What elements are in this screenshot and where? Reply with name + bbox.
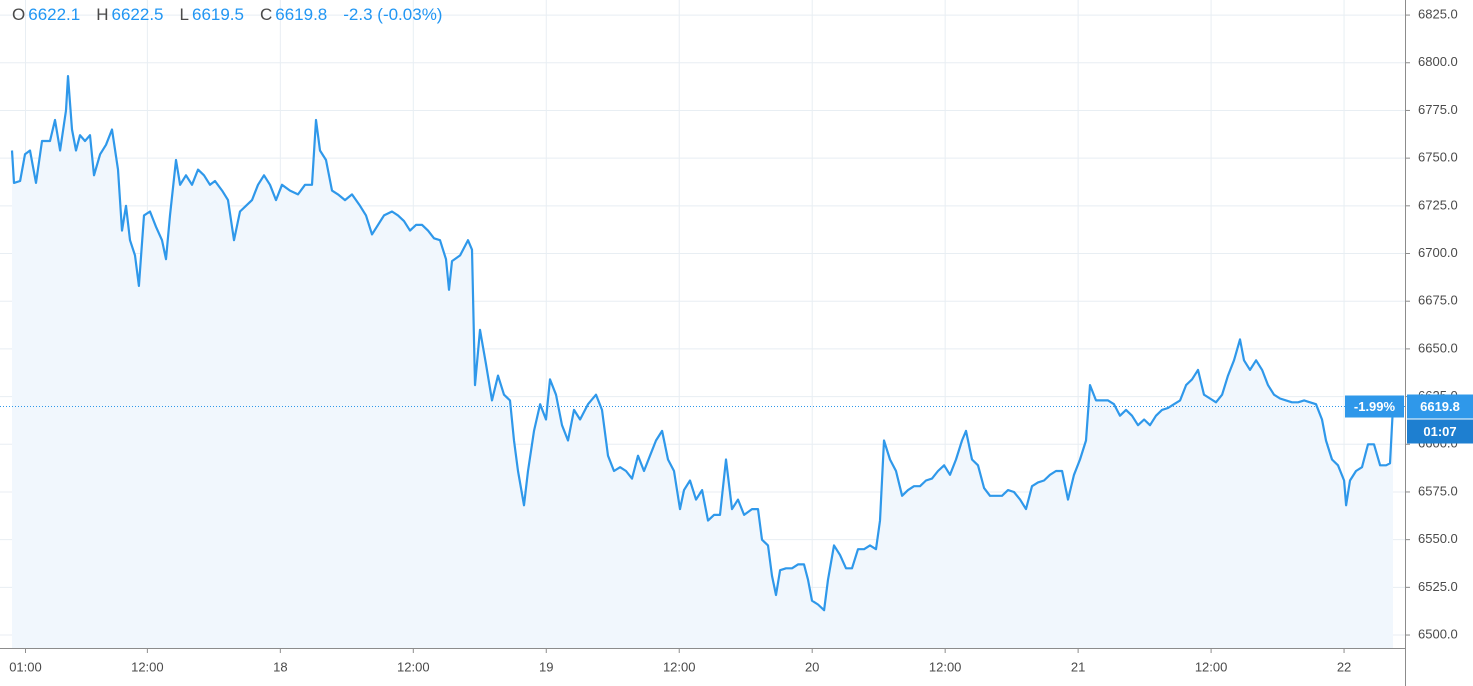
x-tick-label: 12:00 — [1195, 659, 1228, 674]
x-tick-label: 19 — [539, 659, 553, 674]
y-tick-label: 6775.0 — [1418, 102, 1458, 117]
y-tick-label: 6725.0 — [1418, 197, 1458, 212]
ohlc-label: C — [259, 5, 273, 24]
countdown-tag — [1407, 419, 1473, 444]
y-tick-label: 6650.0 — [1418, 340, 1458, 355]
x-tick-label: 12:00 — [663, 659, 696, 674]
x-tick-label: 12:00 — [131, 659, 164, 674]
ohlc-value: 6619.8 — [275, 5, 328, 24]
change-value: -2.3 (-0.03%) — [343, 5, 443, 24]
x-tick-label: 01:00 — [9, 659, 42, 674]
x-tick-label: 20 — [805, 659, 819, 674]
y-tick-label: 6525.0 — [1418, 579, 1458, 594]
x-tick-label: 22 — [1337, 659, 1351, 674]
ohlc-label: O — [12, 5, 26, 24]
x-tick-label: 21 — [1071, 659, 1085, 674]
y-tick-label: 6700.0 — [1418, 245, 1458, 260]
price-tag-label: 6619.8 — [1420, 399, 1460, 414]
y-tick-label: 6800.0 — [1418, 54, 1458, 69]
change-tag-label: -1.99% — [1354, 399, 1396, 414]
x-tick-label: 12:00 — [929, 659, 962, 674]
price-line — [10, 75, 1395, 612]
x-tick-label: 18 — [273, 659, 287, 674]
y-tick-label: 6750.0 — [1418, 150, 1458, 165]
y-tick-label: 6550.0 — [1418, 531, 1458, 546]
ohlc-label: H — [96, 5, 109, 24]
y-tick-label: 6825.0 — [1418, 7, 1458, 22]
ohlc-label: L — [179, 5, 189, 24]
change-tag — [1345, 395, 1404, 418]
x-tick-label: 12:00 — [397, 659, 430, 674]
y-tick-label: 6500.0 — [1418, 626, 1458, 641]
ohlc-value: 6619.5 — [191, 5, 244, 24]
y-tick-label: 6675.0 — [1418, 293, 1458, 308]
ohlc-value: 6622.1 — [28, 5, 81, 24]
area-fill — [12, 76, 1393, 649]
countdown-tag-label: 01:07 — [1423, 424, 1456, 439]
ohlc-header: O 6622.1 H 6622.5 L 6619.5 C 6619.8 -2.3 (-0.03%… — [12, 5, 458, 25]
ohlc-value: 6622.5 — [111, 5, 164, 24]
price-tag — [1407, 394, 1473, 419]
y-tick-label: 6575.0 — [1418, 483, 1458, 498]
